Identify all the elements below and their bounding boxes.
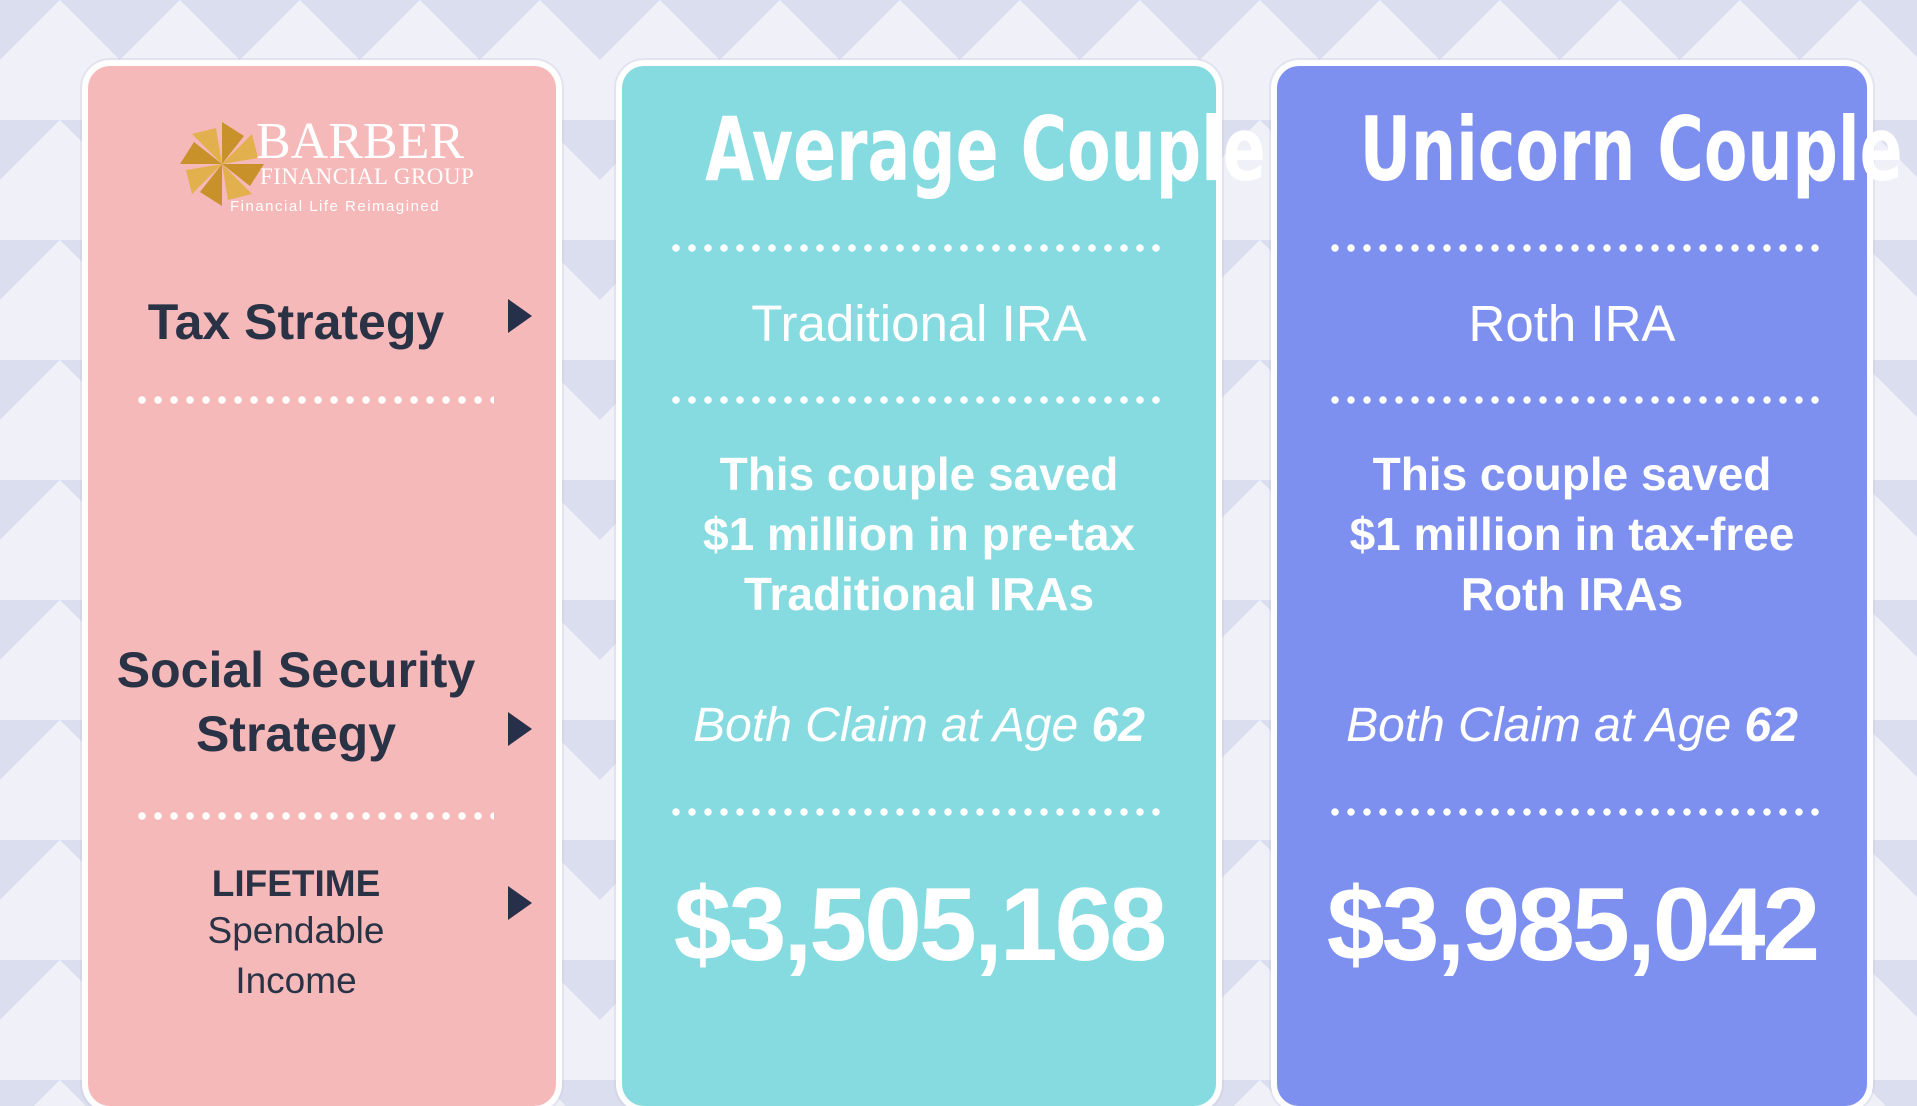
logo-tagline: Financial Life Reimagined xyxy=(230,198,441,215)
average-couple-claim-age: Both Claim at Age 62 xyxy=(622,698,1216,753)
triangle-right-icon xyxy=(508,712,532,746)
average-couple-title: Average Couple xyxy=(705,98,1266,201)
unicorn-couple-description: This couple saved $1 million in tax-free… xyxy=(1277,444,1867,624)
unicorn-couple-title: Unicorn Couple xyxy=(1359,98,1903,201)
average-couple-lifetime-income: $3,505,168 xyxy=(673,867,1168,983)
triangle-right-icon xyxy=(508,299,532,333)
claim-text: Both Claim at Age xyxy=(1346,699,1745,752)
claim-text: Both Claim at Age xyxy=(693,699,1092,752)
social-security-strategy-label: Social Security Strategy xyxy=(88,638,504,766)
average-couple-description: This couple saved $1 million in pre-tax … xyxy=(622,444,1216,624)
description-line: $1 million in tax-free xyxy=(1349,508,1795,560)
logo-subtitle: FINANCIAL GROUP xyxy=(260,164,475,189)
unicorn-couple-card: Unicorn Couple Roth IRA This couple save… xyxy=(1277,66,1903,1106)
description-line: This couple saved xyxy=(1372,448,1772,500)
dotted-divider xyxy=(1327,244,1823,252)
social-security-line2: Strategy xyxy=(195,706,397,762)
description-line: $1 million in pre-tax xyxy=(703,508,1135,560)
triangle-right-icon xyxy=(508,886,532,920)
dotted-divider xyxy=(668,808,1168,816)
average-couple-tax-strategy: Traditional IRA xyxy=(751,295,1087,352)
description-line: Roth IRAs xyxy=(1460,568,1684,620)
claim-age: 62 xyxy=(1744,699,1798,752)
average-couple-card: Average Couple Traditional IRA This coup… xyxy=(622,66,1266,1106)
dotted-divider xyxy=(1327,396,1823,404)
barber-financial-logo: BARBER FINANCIAL GROUP Financial Life Re… xyxy=(172,104,502,215)
lifetime-spendable-income-label: LIFETIME Spendable Income xyxy=(88,862,504,1006)
unicorn-couple-claim-age: Both Claim at Age 62 xyxy=(1277,698,1867,753)
dotted-divider xyxy=(134,396,494,404)
logo-name: BARBER xyxy=(256,113,465,170)
lifetime-line2: Spendable xyxy=(207,910,385,951)
lifetime-line3: Income xyxy=(235,960,357,1001)
description-line: Traditional IRAs xyxy=(743,568,1095,620)
dotted-divider xyxy=(134,812,494,820)
lifetime-line1: LIFETIME xyxy=(211,863,381,904)
pinwheel-logo-icon xyxy=(180,122,264,206)
claim-age: 62 xyxy=(1091,699,1145,752)
unicorn-couple-tax-strategy: Roth IRA xyxy=(1468,295,1676,352)
social-security-line1: Social Security xyxy=(116,642,476,698)
unicorn-couple-lifetime-income: $3,985,042 xyxy=(1326,867,1821,983)
dotted-divider xyxy=(668,244,1168,252)
labels-card: BARBER FINANCIAL GROUP Financial Life Re… xyxy=(88,66,556,1106)
tax-strategy-label: Tax Strategy xyxy=(147,294,445,350)
description-line: This couple saved xyxy=(719,448,1119,500)
dotted-divider xyxy=(1327,808,1823,816)
dotted-divider xyxy=(668,396,1168,404)
